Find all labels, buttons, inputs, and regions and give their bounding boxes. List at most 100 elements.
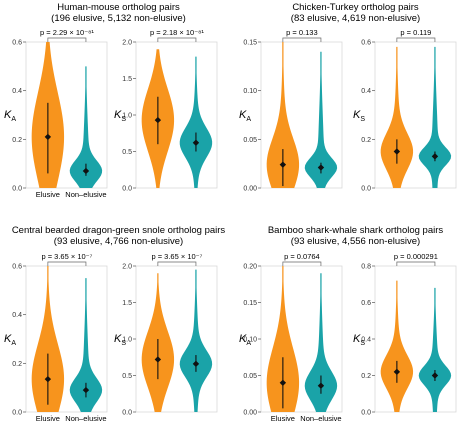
panel-frame xyxy=(25,41,108,189)
p-value-label: p = 2.18 × 10⁻⁸¹ xyxy=(150,28,204,37)
y-axis-label-main: K xyxy=(353,109,361,121)
significance-bracket xyxy=(282,261,322,266)
mean-marker xyxy=(317,164,325,171)
y-tick-label: 1.0 xyxy=(122,113,132,120)
mean-marker xyxy=(279,161,287,168)
mean-marker xyxy=(82,167,90,175)
p-value-label: p = 0.133 xyxy=(286,28,318,37)
y-tick-label: 0.2 xyxy=(361,137,371,144)
p-value-label: p = 0.000291 xyxy=(394,252,438,261)
y-axis-label-sub: A xyxy=(246,340,251,347)
significance-bracket xyxy=(47,261,87,266)
group-title-line2: (196 elusive, 5,132 non-elusive) xyxy=(51,13,186,24)
y-tick-label: 0.0 xyxy=(122,410,132,417)
y-axis-label-sub: S xyxy=(121,116,126,123)
y-tick-label: 0.0 xyxy=(12,410,22,417)
y-axis-label-sub: S xyxy=(121,340,126,347)
violin-elusive xyxy=(266,266,300,412)
y-tick-label: 0.6 xyxy=(12,264,22,271)
panel-frame xyxy=(374,41,457,189)
x-tick-label: Elusive xyxy=(36,190,60,199)
y-tick-label: 0.15 xyxy=(243,40,257,47)
y-axis-label: KA xyxy=(4,109,16,123)
x-tick-label: Elusive xyxy=(36,414,60,423)
y-tick-label: 0.5 xyxy=(122,373,132,380)
group-title-line2: (83 elusive, 4,619 non-elusive) xyxy=(290,13,421,24)
significance-bracket xyxy=(157,37,197,42)
y-tick-label: 0.10 xyxy=(243,88,257,95)
y-tick-label: 0.4 xyxy=(12,88,22,95)
y-tick-label: 0.20 xyxy=(243,264,257,271)
y-tick-label: 0.0 xyxy=(361,186,371,193)
y-tick-label: 0.8 xyxy=(361,264,371,271)
significance-bracket xyxy=(47,37,87,42)
y-tick-label: 0.2 xyxy=(12,361,22,368)
y-tick-label: 0.00 xyxy=(243,410,257,417)
group-title-dragon-snole: Central bearded dragon-green snole ortho… xyxy=(0,225,237,247)
y-axis-label-sub: A xyxy=(11,116,16,123)
p-value-label: p = 0.119 xyxy=(400,28,431,37)
x-tick-label: Non–elusive xyxy=(65,414,106,423)
mean-marker xyxy=(279,379,287,386)
violin-elusive xyxy=(380,280,414,412)
y-tick-label: 0.0 xyxy=(361,410,371,417)
x-tick-label: Non–elusive xyxy=(300,414,341,423)
y-axis-label-main: K xyxy=(239,109,247,121)
y-axis-label: KA xyxy=(4,333,16,347)
violin-non-elusive xyxy=(304,51,338,189)
group-title-line2: (93 elusive, 4,766 non-elusive) xyxy=(53,236,184,247)
y-axis-label: KS xyxy=(114,109,126,123)
y-tick-label: 0.2 xyxy=(361,373,371,380)
group-title-line1: Central bearded dragon-green snole ortho… xyxy=(11,225,226,236)
y-tick-label: 0.0 xyxy=(12,186,22,193)
y-axis-label-main: K xyxy=(4,109,12,121)
mean-marker xyxy=(44,375,52,383)
mean-marker xyxy=(317,382,325,389)
y-tick-label: 0.15 xyxy=(243,300,257,307)
y-axis-label-main: K xyxy=(353,333,361,345)
y-tick-label: 0.10 xyxy=(243,337,257,344)
p-value-label: p = 3.65 × 10⁻⁷ xyxy=(41,252,92,261)
panel-frame xyxy=(374,265,457,413)
y-tick-label: 0.4 xyxy=(12,312,22,319)
y-tick-label: 1.5 xyxy=(122,300,132,307)
mean-marker xyxy=(431,372,439,379)
p-value-label: p = 3.65 × 10⁻⁷ xyxy=(151,252,202,261)
y-tick-label: 2.0 xyxy=(122,264,132,271)
panel-frame xyxy=(25,265,108,413)
mean-marker xyxy=(154,116,162,124)
group-title-line1: Chicken-Turkey ortholog pairs xyxy=(292,2,419,13)
y-axis-label-sub: S xyxy=(360,340,365,347)
violin-non-elusive xyxy=(418,287,452,412)
y-axis-label-main: K xyxy=(4,333,12,345)
violin-non-elusive xyxy=(69,66,103,188)
mean-marker xyxy=(44,133,52,141)
significance-bracket xyxy=(396,261,436,266)
violin-panel-4: 0.0 0.2 0.4 0.6 KA p = 3.65 × 10⁻⁷ Elusive Non–… xyxy=(4,252,108,423)
mean-marker xyxy=(82,386,90,394)
y-axis-label: KA xyxy=(239,109,251,123)
y-tick-label: 0.6 xyxy=(361,40,371,47)
group-title-line1: Bamboo shark-whale shark ortholog pairs xyxy=(267,225,444,236)
y-axis-label-sub: S xyxy=(360,116,365,123)
mean-marker xyxy=(192,139,200,146)
x-tick-label: Elusive xyxy=(271,414,295,423)
group-title-line1: Human-mouse ortholog pairs xyxy=(57,2,180,13)
y-tick-label: 0.6 xyxy=(12,40,22,47)
y-tick-label: 2.0 xyxy=(122,40,132,47)
violin-elusive xyxy=(266,42,300,188)
significance-bracket xyxy=(157,261,197,266)
y-axis-label-main: K xyxy=(239,333,247,345)
panel-frame xyxy=(260,41,343,189)
y-tick-label: 0.6 xyxy=(361,300,371,307)
y-axis-label: KS xyxy=(353,333,365,347)
mean-marker xyxy=(393,368,401,376)
mean-marker xyxy=(154,356,162,363)
